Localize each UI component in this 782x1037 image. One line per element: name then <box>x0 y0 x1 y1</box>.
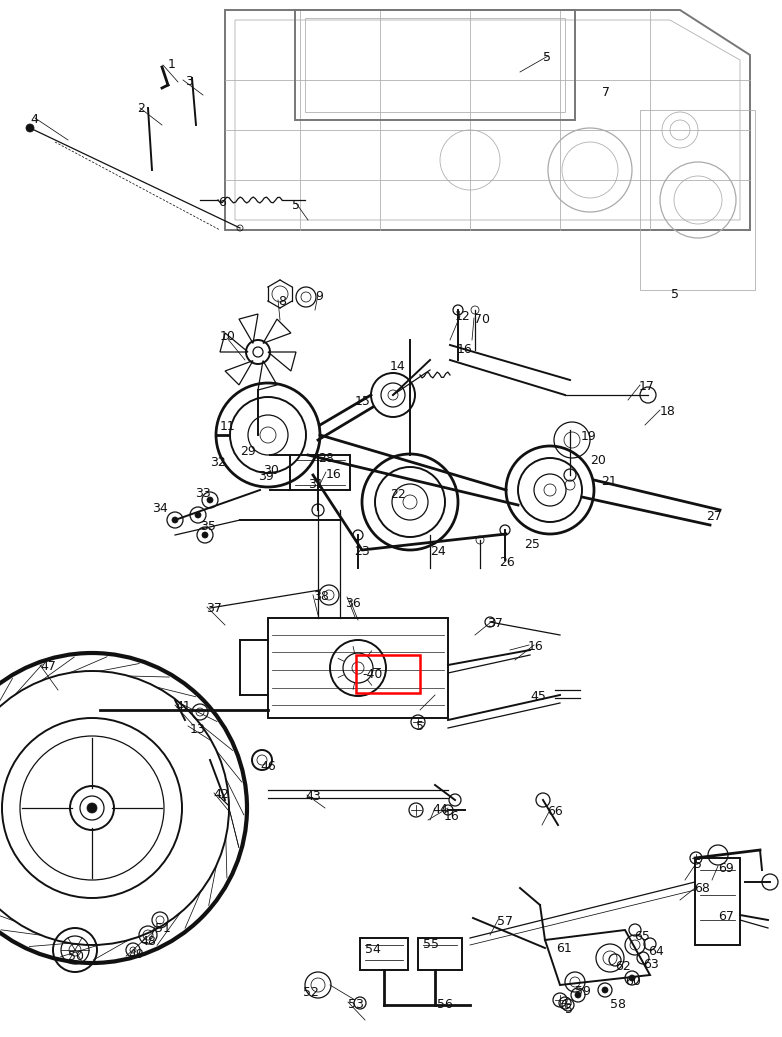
Text: 18: 18 <box>660 405 676 418</box>
Text: 48: 48 <box>140 935 156 948</box>
Text: 21: 21 <box>601 475 617 488</box>
Circle shape <box>26 124 34 132</box>
Text: 13: 13 <box>190 723 206 736</box>
Text: 6: 6 <box>218 196 226 209</box>
Text: 16: 16 <box>457 343 473 356</box>
Text: 67: 67 <box>718 910 734 923</box>
Circle shape <box>575 992 581 998</box>
Text: 16: 16 <box>326 468 342 481</box>
Text: 43: 43 <box>305 790 321 803</box>
Text: 5: 5 <box>292 199 300 212</box>
Text: 51: 51 <box>155 922 171 935</box>
Text: 31: 31 <box>308 478 324 491</box>
Text: 59: 59 <box>575 985 591 998</box>
Text: 5: 5 <box>565 1003 573 1016</box>
Text: 8: 8 <box>278 295 286 308</box>
Text: 49: 49 <box>128 948 144 961</box>
Text: 35: 35 <box>200 520 216 533</box>
Circle shape <box>602 987 608 993</box>
Circle shape <box>172 517 178 523</box>
Text: 61: 61 <box>556 942 572 955</box>
Text: 69: 69 <box>718 862 734 875</box>
Text: 4: 4 <box>30 113 38 127</box>
Text: 32: 32 <box>210 456 226 469</box>
Text: 42: 42 <box>213 788 229 801</box>
Text: 24: 24 <box>430 545 446 558</box>
Circle shape <box>87 803 97 813</box>
Text: 20: 20 <box>590 454 606 467</box>
Text: 23: 23 <box>354 545 370 558</box>
Text: 9: 9 <box>315 290 323 303</box>
Text: 45: 45 <box>530 690 546 703</box>
Text: 17: 17 <box>639 380 655 393</box>
Text: 26: 26 <box>499 556 515 569</box>
Text: 44: 44 <box>432 803 448 816</box>
Text: -40: -40 <box>362 668 382 681</box>
Text: 11: 11 <box>220 420 235 433</box>
Text: 2: 2 <box>137 102 145 115</box>
Text: 16: 16 <box>444 810 460 823</box>
Text: 63: 63 <box>643 958 658 971</box>
Text: 68: 68 <box>694 882 710 895</box>
Text: 37: 37 <box>487 617 503 630</box>
Text: 10: 10 <box>220 330 236 343</box>
Text: 3: 3 <box>185 75 193 88</box>
Circle shape <box>202 532 208 538</box>
Text: 16: 16 <box>528 640 543 653</box>
Text: 29: 29 <box>240 445 256 458</box>
Text: 30: 30 <box>263 464 279 477</box>
Text: 53: 53 <box>348 998 364 1011</box>
Text: 64: 64 <box>648 945 664 958</box>
Text: 19: 19 <box>581 430 597 443</box>
Text: 65: 65 <box>634 930 650 943</box>
Text: 27: 27 <box>706 510 722 523</box>
Circle shape <box>195 512 201 518</box>
Bar <box>356 655 420 693</box>
Circle shape <box>207 497 213 503</box>
Text: 5: 5 <box>694 858 702 871</box>
Text: 33: 33 <box>195 487 211 500</box>
Text: 37: 37 <box>206 602 222 615</box>
Text: 34: 34 <box>152 502 168 515</box>
Text: 15: 15 <box>355 395 371 408</box>
Text: 47: 47 <box>40 660 56 673</box>
Text: 5: 5 <box>543 51 551 64</box>
Text: 38: 38 <box>313 590 329 602</box>
Text: 52: 52 <box>303 986 319 999</box>
Text: 14: 14 <box>390 360 406 373</box>
Text: 66: 66 <box>547 805 563 818</box>
Text: 57: 57 <box>497 915 513 928</box>
Text: 1: 1 <box>168 58 176 71</box>
Text: 41: 41 <box>175 700 191 713</box>
Text: 46: 46 <box>260 760 276 773</box>
Text: 22: 22 <box>390 488 406 501</box>
Text: 39: 39 <box>258 470 274 483</box>
Text: 25: 25 <box>524 538 540 551</box>
Text: 70: 70 <box>474 313 490 326</box>
Text: 56: 56 <box>437 998 453 1011</box>
Text: 55: 55 <box>423 938 439 951</box>
Text: 58: 58 <box>610 998 626 1011</box>
Text: 60: 60 <box>625 975 641 988</box>
Text: 5: 5 <box>671 288 679 301</box>
Text: 36: 36 <box>345 597 361 610</box>
Text: 54: 54 <box>365 943 381 956</box>
Text: 12: 12 <box>455 310 471 323</box>
Text: 5: 5 <box>416 720 424 733</box>
Text: 7: 7 <box>602 86 610 99</box>
Text: 28: 28 <box>318 452 334 465</box>
Circle shape <box>629 975 635 981</box>
Text: 50: 50 <box>68 950 84 963</box>
Text: 62: 62 <box>615 960 631 973</box>
